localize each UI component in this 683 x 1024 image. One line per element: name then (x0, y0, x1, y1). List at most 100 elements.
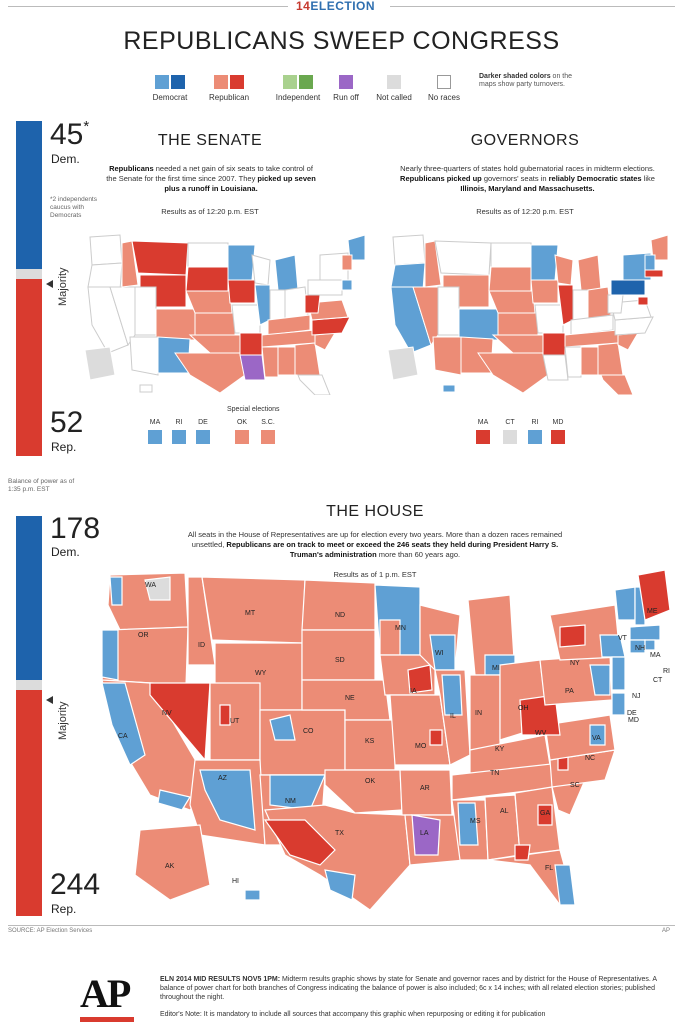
senate-desc-bold-1: Republicans (109, 164, 154, 173)
gov-state-ny (622, 252, 652, 281)
gov-state-ia (530, 279, 559, 304)
senate-footnote: *2 independents caucus with Democrats (50, 196, 97, 219)
senate-state-nd (187, 242, 229, 268)
editor-note: Editor's Note: It is mandatory to includ… (160, 1011, 546, 1018)
house-state-label: ME (647, 608, 658, 615)
small-state-chip (528, 430, 542, 444)
legend-note-bold: Darker shaded colors (479, 73, 551, 80)
house-state-label: NC (585, 755, 595, 762)
senate-state-al (277, 346, 296, 376)
house-state-label: IL (450, 713, 456, 720)
house-wa-west (109, 576, 123, 606)
house-or-coast (101, 629, 119, 681)
gov-desc-bold-3: Illinois, Maryland and Massachusetts. (460, 184, 595, 193)
senate-state-ks (194, 312, 236, 336)
house-state-label: DE (627, 710, 637, 717)
house-state-label: SC (570, 782, 580, 789)
house-state-label: MD (628, 717, 639, 724)
house-state-vt (614, 586, 636, 621)
small-state-label: RI (531, 419, 539, 426)
small-state-chip (196, 430, 210, 444)
gov-state-co (458, 308, 499, 341)
legend-label: Run off (333, 93, 359, 102)
legend-note-text: on the maps show party turnovers. (479, 73, 573, 88)
house-state-ok (324, 769, 403, 814)
gov-state-id (424, 240, 442, 288)
legend-note: Darker shaded colors on the maps show pa… (479, 73, 574, 89)
footer-rule (8, 925, 675, 926)
legend-swatches (409, 75, 479, 89)
page-title: REPUBLICANS SWEEP CONGRESS (123, 27, 560, 55)
senate-state-id (121, 240, 139, 288)
house-pa-dem (589, 664, 611, 696)
senate-state-ok (188, 334, 241, 354)
house-fl-flip (514, 844, 531, 861)
gov-state-mo (534, 304, 564, 334)
gov-desc-bold-2: reliably Democratic states (548, 174, 642, 183)
legend-swatch (437, 75, 451, 89)
senate-state-ia (227, 279, 256, 304)
legend-swatches (135, 75, 205, 89)
house-state-label: TX (335, 830, 344, 837)
house-state-label: WA (145, 582, 156, 589)
caption-slug: ELN 2014 MID RESULTS NOV5 1PM: (160, 976, 281, 983)
senate-rep-label: Rep. (51, 440, 77, 454)
house-az-dem (199, 769, 256, 831)
senate-map (84, 234, 366, 395)
house-va-dem (589, 724, 606, 746)
house-title: THE HOUSE (326, 503, 424, 520)
legend-label: Independent (275, 93, 321, 102)
house-state-ak (134, 824, 211, 901)
small-state-label: CT (505, 419, 515, 426)
house-state-ri (644, 639, 656, 651)
house-la-runoff (411, 814, 441, 856)
legend-item: Not called (359, 75, 429, 102)
majority-marker-icon (46, 280, 53, 288)
gov-state-fl (600, 374, 634, 395)
legend-swatch (387, 75, 401, 89)
senate-title: THE SENATE (157, 132, 263, 149)
governors-map (387, 234, 669, 395)
senate-state-mo (231, 304, 261, 334)
small-state-label: MA (149, 419, 161, 426)
gov-state-ga (597, 342, 624, 376)
gov-state-la (542, 354, 569, 381)
legend-swatch (171, 75, 185, 89)
small-state-chip (148, 430, 162, 444)
gov-state-nd (490, 242, 532, 268)
senate-rep-count: 52 (50, 406, 84, 439)
small-state-chip (503, 430, 517, 444)
gov-desc-text-3: like (641, 174, 655, 183)
house-state-label: MT (245, 610, 256, 617)
legend-swatches (311, 75, 381, 89)
ap-logo-bar (80, 1017, 134, 1022)
gov-state-al (580, 346, 599, 376)
house-ut-flip (219, 704, 231, 726)
house-state-label: WI (435, 650, 444, 657)
house-state-nj (611, 656, 626, 691)
gov-state-wv (607, 294, 624, 314)
gov-state-in (572, 289, 589, 321)
senate-description: Republicans needed a net gain of six sea… (106, 164, 316, 194)
small-state-chip (172, 430, 186, 444)
ap-credit: AP (662, 928, 671, 934)
senate-state-la (239, 354, 266, 381)
gov-state-ak (387, 346, 419, 381)
house-state-label: IN (475, 710, 482, 717)
gov-state-mn (530, 244, 559, 281)
senate-state-wv (304, 294, 321, 314)
gov-desc-text-1: Nearly three-quarters of states hold gub… (400, 164, 655, 173)
gov-state-me (650, 234, 669, 261)
house-state-label: SD (335, 657, 345, 664)
house-state-label: CO (303, 728, 314, 735)
house-state-label: AR (420, 785, 430, 792)
house-state-label: ND (335, 612, 345, 619)
legend-label: No races (427, 93, 460, 102)
house-ga-flip (537, 804, 553, 826)
legend-swatches (194, 75, 264, 89)
house-desc-text-1: All seats in the House of Representative… (187, 530, 563, 549)
house-state-ct (629, 639, 646, 654)
small-state-chip (476, 430, 490, 444)
senate-state-az (129, 336, 159, 376)
house-state-label: GA (540, 810, 550, 817)
